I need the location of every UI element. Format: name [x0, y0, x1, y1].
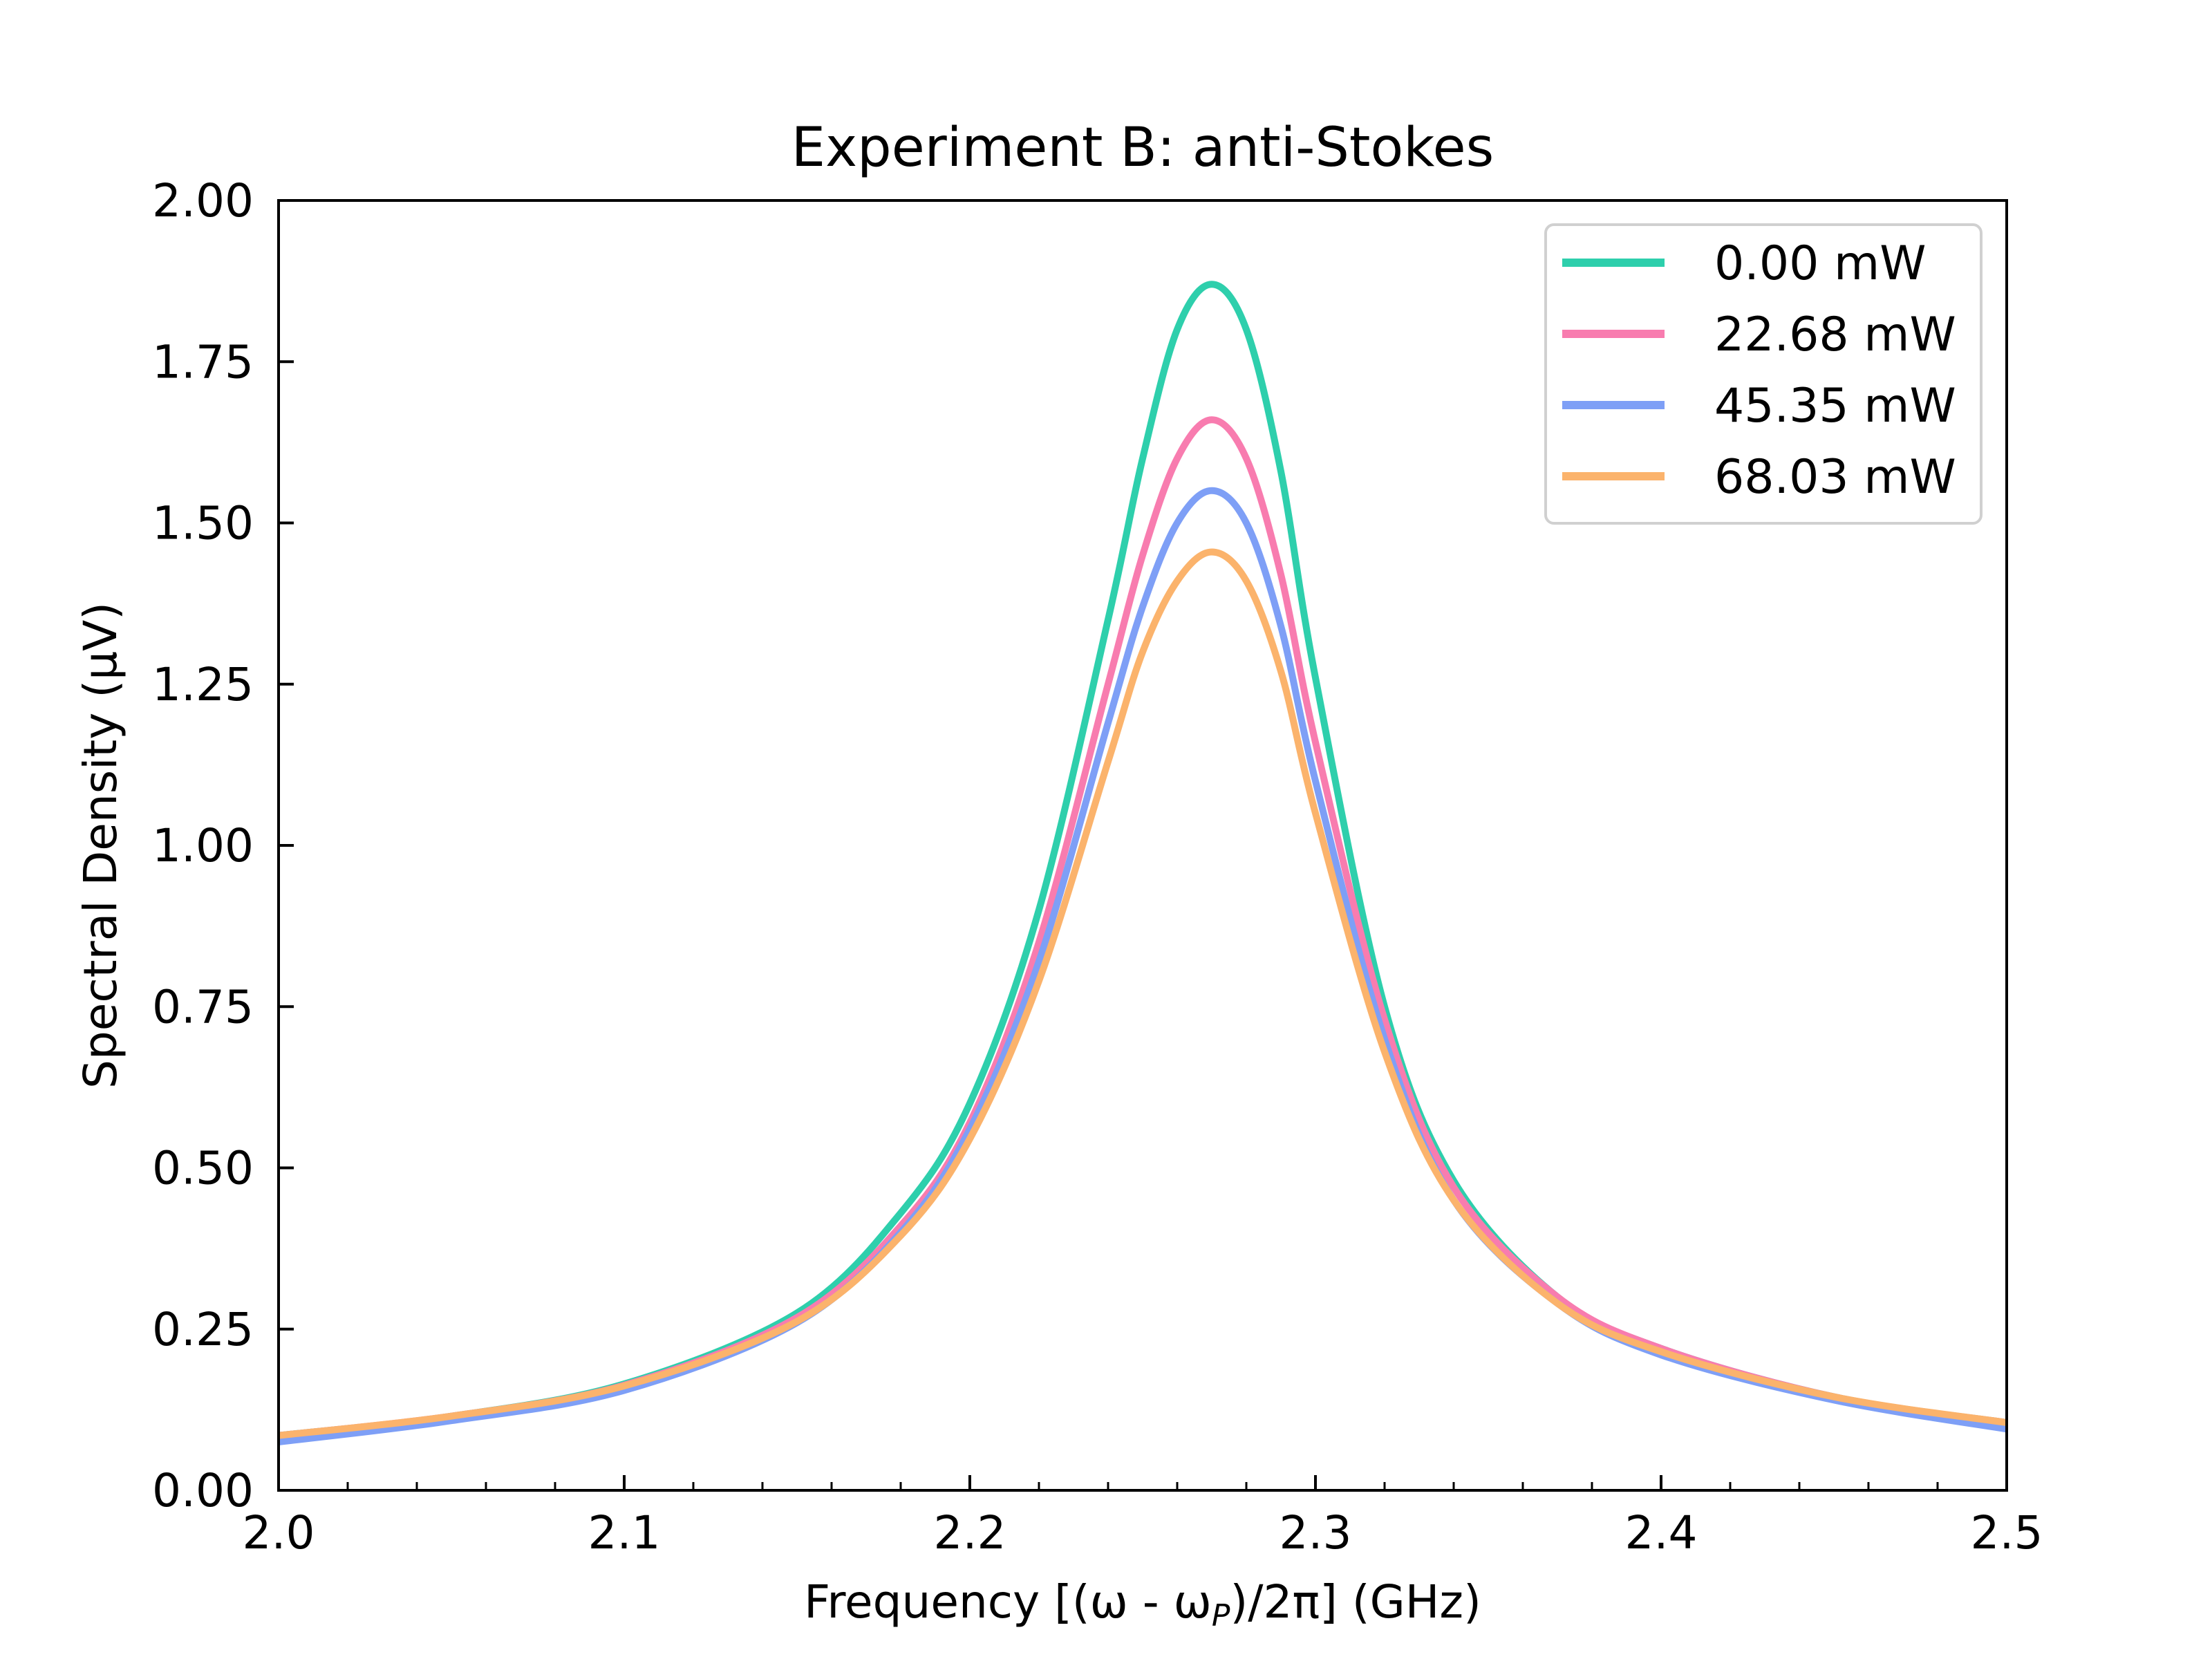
legend-label-4: 68.03 mW: [1714, 450, 1956, 505]
series-line-4: [279, 548, 2007, 1439]
series-lines: [279, 281, 2007, 1445]
y-tick-label: 2.00: [152, 174, 254, 227]
x-axis-label-tail: )/2π] (GHz): [1230, 1575, 1481, 1629]
x-axis-label-main: Frequency [(ω - ω: [804, 1575, 1212, 1629]
y-tick-label: 0.00: [152, 1464, 254, 1517]
y-tick-label: 0.25: [152, 1303, 254, 1356]
legend-label-3: 45.35 mW: [1714, 379, 1956, 433]
x-axis-label-subscript: P: [1212, 1598, 1230, 1633]
y-axis-label: Spectral Density (μV): [74, 602, 127, 1089]
y-tick-label: 1.25: [152, 658, 254, 711]
legend: 0.00 mW 22.68 mW 45.35 mW 68.03 mW: [1544, 223, 1983, 525]
axis-ticks: 2.0 2.1 2.2 2.3 2.4 2.5 0.00 0.25 0.50 0.75 1.00 1.…: [152, 174, 2043, 1559]
y-tick-label: 0.75: [152, 980, 254, 1033]
legend-label-2: 22.68 mW: [1714, 308, 1956, 362]
x-axis-label: Frequency [(ω - ωP)/2π] (GHz): [804, 1575, 1481, 1633]
x-tick-label: 2.4: [1625, 1506, 1698, 1559]
y-tick-label: 1.00: [152, 819, 254, 872]
y-tick-label: 1.50: [152, 497, 254, 550]
x-tick-label: 2.3: [1280, 1506, 1352, 1559]
x-tick-label: 2.5: [1971, 1506, 2043, 1559]
chart-title: Experiment B: anti-Stokes: [791, 117, 1494, 179]
legend-label-1: 0.00 mW: [1714, 236, 1927, 291]
x-tick-label: 2.2: [934, 1506, 1006, 1559]
x-tick-label: 2.1: [588, 1506, 661, 1559]
legend-box: [1544, 223, 1983, 525]
y-tick-label: 0.50: [152, 1142, 254, 1195]
x-tick-label: 2.0: [243, 1506, 315, 1559]
y-tick-label: 1.75: [152, 335, 254, 388]
